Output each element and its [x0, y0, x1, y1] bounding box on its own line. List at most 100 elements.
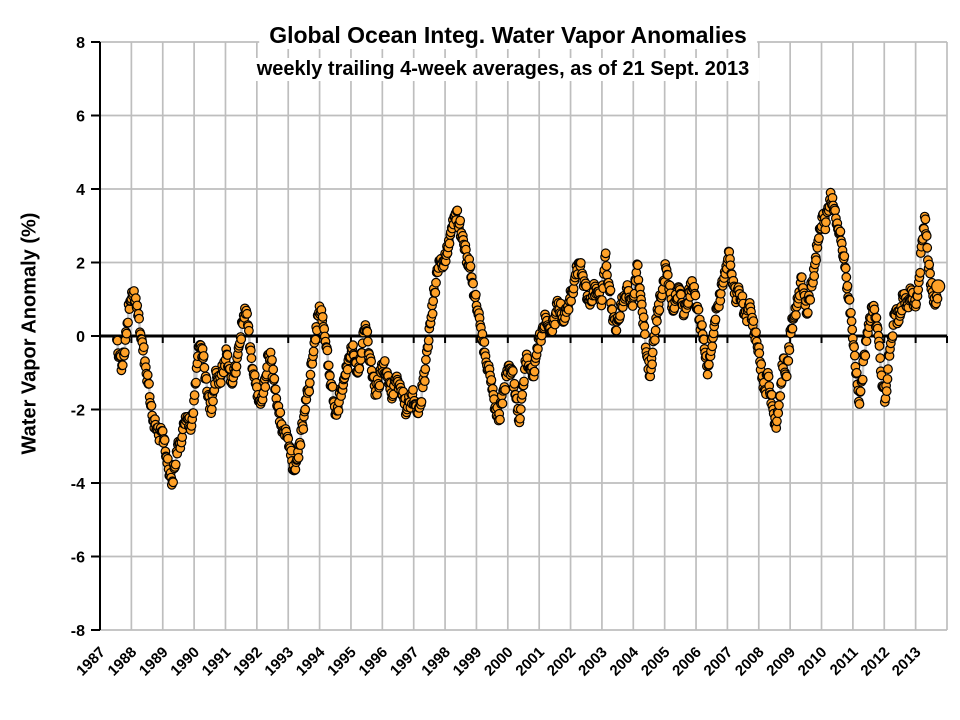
data-point [857, 374, 868, 385]
data-point [693, 304, 704, 315]
data-point [805, 295, 816, 305]
svg-text:4: 4 [76, 182, 85, 199]
data-point [881, 386, 892, 397]
data-point [144, 378, 154, 389]
data-point [363, 336, 373, 347]
data-point [275, 407, 286, 418]
data-point [132, 300, 143, 311]
data-point [784, 345, 795, 356]
data-point [300, 404, 311, 415]
data-point [844, 294, 855, 305]
data-point [796, 272, 807, 283]
data-point [846, 316, 857, 327]
data-point [640, 329, 650, 340]
data-point [783, 356, 794, 366]
zero-axis [99, 334, 948, 343]
data-point [647, 347, 658, 358]
data-point [707, 341, 718, 352]
data-point [495, 414, 505, 425]
data-point [408, 385, 418, 395]
data-point [298, 424, 309, 435]
data-point [123, 317, 133, 328]
data-point [333, 405, 344, 416]
data-point [854, 399, 865, 409]
data-point [652, 316, 662, 327]
svg-text:-2: -2 [71, 403, 85, 420]
svg-text:2013: 2013 [889, 644, 925, 680]
x-tick-labels: 1987198819891990199119921993199419951996… [73, 643, 924, 679]
data-point [146, 400, 157, 411]
svg-text:2003: 2003 [575, 644, 611, 680]
svg-text:1994: 1994 [293, 643, 329, 679]
data-point [754, 348, 765, 359]
data-point [374, 380, 385, 391]
data-point [379, 356, 390, 366]
svg-text:0: 0 [76, 329, 85, 346]
data-point [295, 440, 306, 451]
data-point [430, 287, 441, 298]
svg-text:1992: 1992 [230, 644, 266, 680]
data-point [690, 290, 701, 301]
data-point [639, 321, 650, 332]
svg-text:2: 2 [76, 256, 85, 273]
data-point [310, 334, 321, 345]
data-point [317, 312, 328, 322]
data-point [206, 404, 217, 415]
data-point [198, 351, 209, 361]
y-tick-labels: 8 6 4 2 0 -2 -4 -6 -8 [71, 35, 85, 640]
svg-text:1996: 1996 [356, 644, 392, 680]
svg-text:1987: 1987 [73, 644, 109, 680]
data-point [600, 248, 611, 259]
data-point [508, 366, 518, 376]
data-point [515, 404, 526, 415]
data-point [869, 304, 880, 315]
data-point [601, 261, 612, 271]
data-point [168, 477, 179, 488]
data-point [416, 397, 427, 407]
data-point [605, 285, 616, 296]
data-point [851, 367, 862, 378]
data-point [305, 369, 316, 380]
data-point [563, 304, 574, 315]
data-point [860, 350, 871, 361]
data-point [911, 299, 921, 310]
data-point [421, 354, 431, 365]
svg-text:2012: 2012 [857, 644, 893, 680]
svg-text:-4: -4 [71, 476, 85, 493]
data-point [847, 324, 858, 335]
data-point [627, 301, 638, 311]
data-point [922, 242, 933, 253]
data-point [199, 362, 210, 373]
data-point [791, 310, 801, 320]
latest-point [931, 279, 946, 294]
data-point [925, 268, 935, 279]
data-point [304, 386, 315, 397]
data-point [509, 378, 520, 389]
data-point [855, 386, 866, 397]
data-point [470, 289, 481, 300]
svg-text:1997: 1997 [387, 644, 423, 680]
data-point [208, 396, 218, 407]
data-point [420, 364, 431, 375]
data-point [170, 459, 181, 470]
data-point [231, 361, 242, 372]
svg-text:2005: 2005 [638, 644, 674, 680]
data-point [849, 342, 859, 352]
data-point [362, 326, 373, 337]
data-point [774, 400, 784, 411]
data-point [215, 377, 226, 388]
data-point [342, 364, 353, 375]
data-point [500, 385, 511, 395]
data-point [242, 308, 253, 319]
data-point [839, 251, 850, 262]
data-point [201, 374, 212, 384]
data-point [134, 313, 145, 324]
data-point [602, 270, 612, 280]
data-point [814, 233, 824, 244]
data-point [444, 238, 455, 249]
svg-text:2007: 2007 [701, 644, 737, 680]
data-point [710, 314, 721, 325]
data-point [676, 289, 686, 300]
data-point [650, 325, 661, 336]
